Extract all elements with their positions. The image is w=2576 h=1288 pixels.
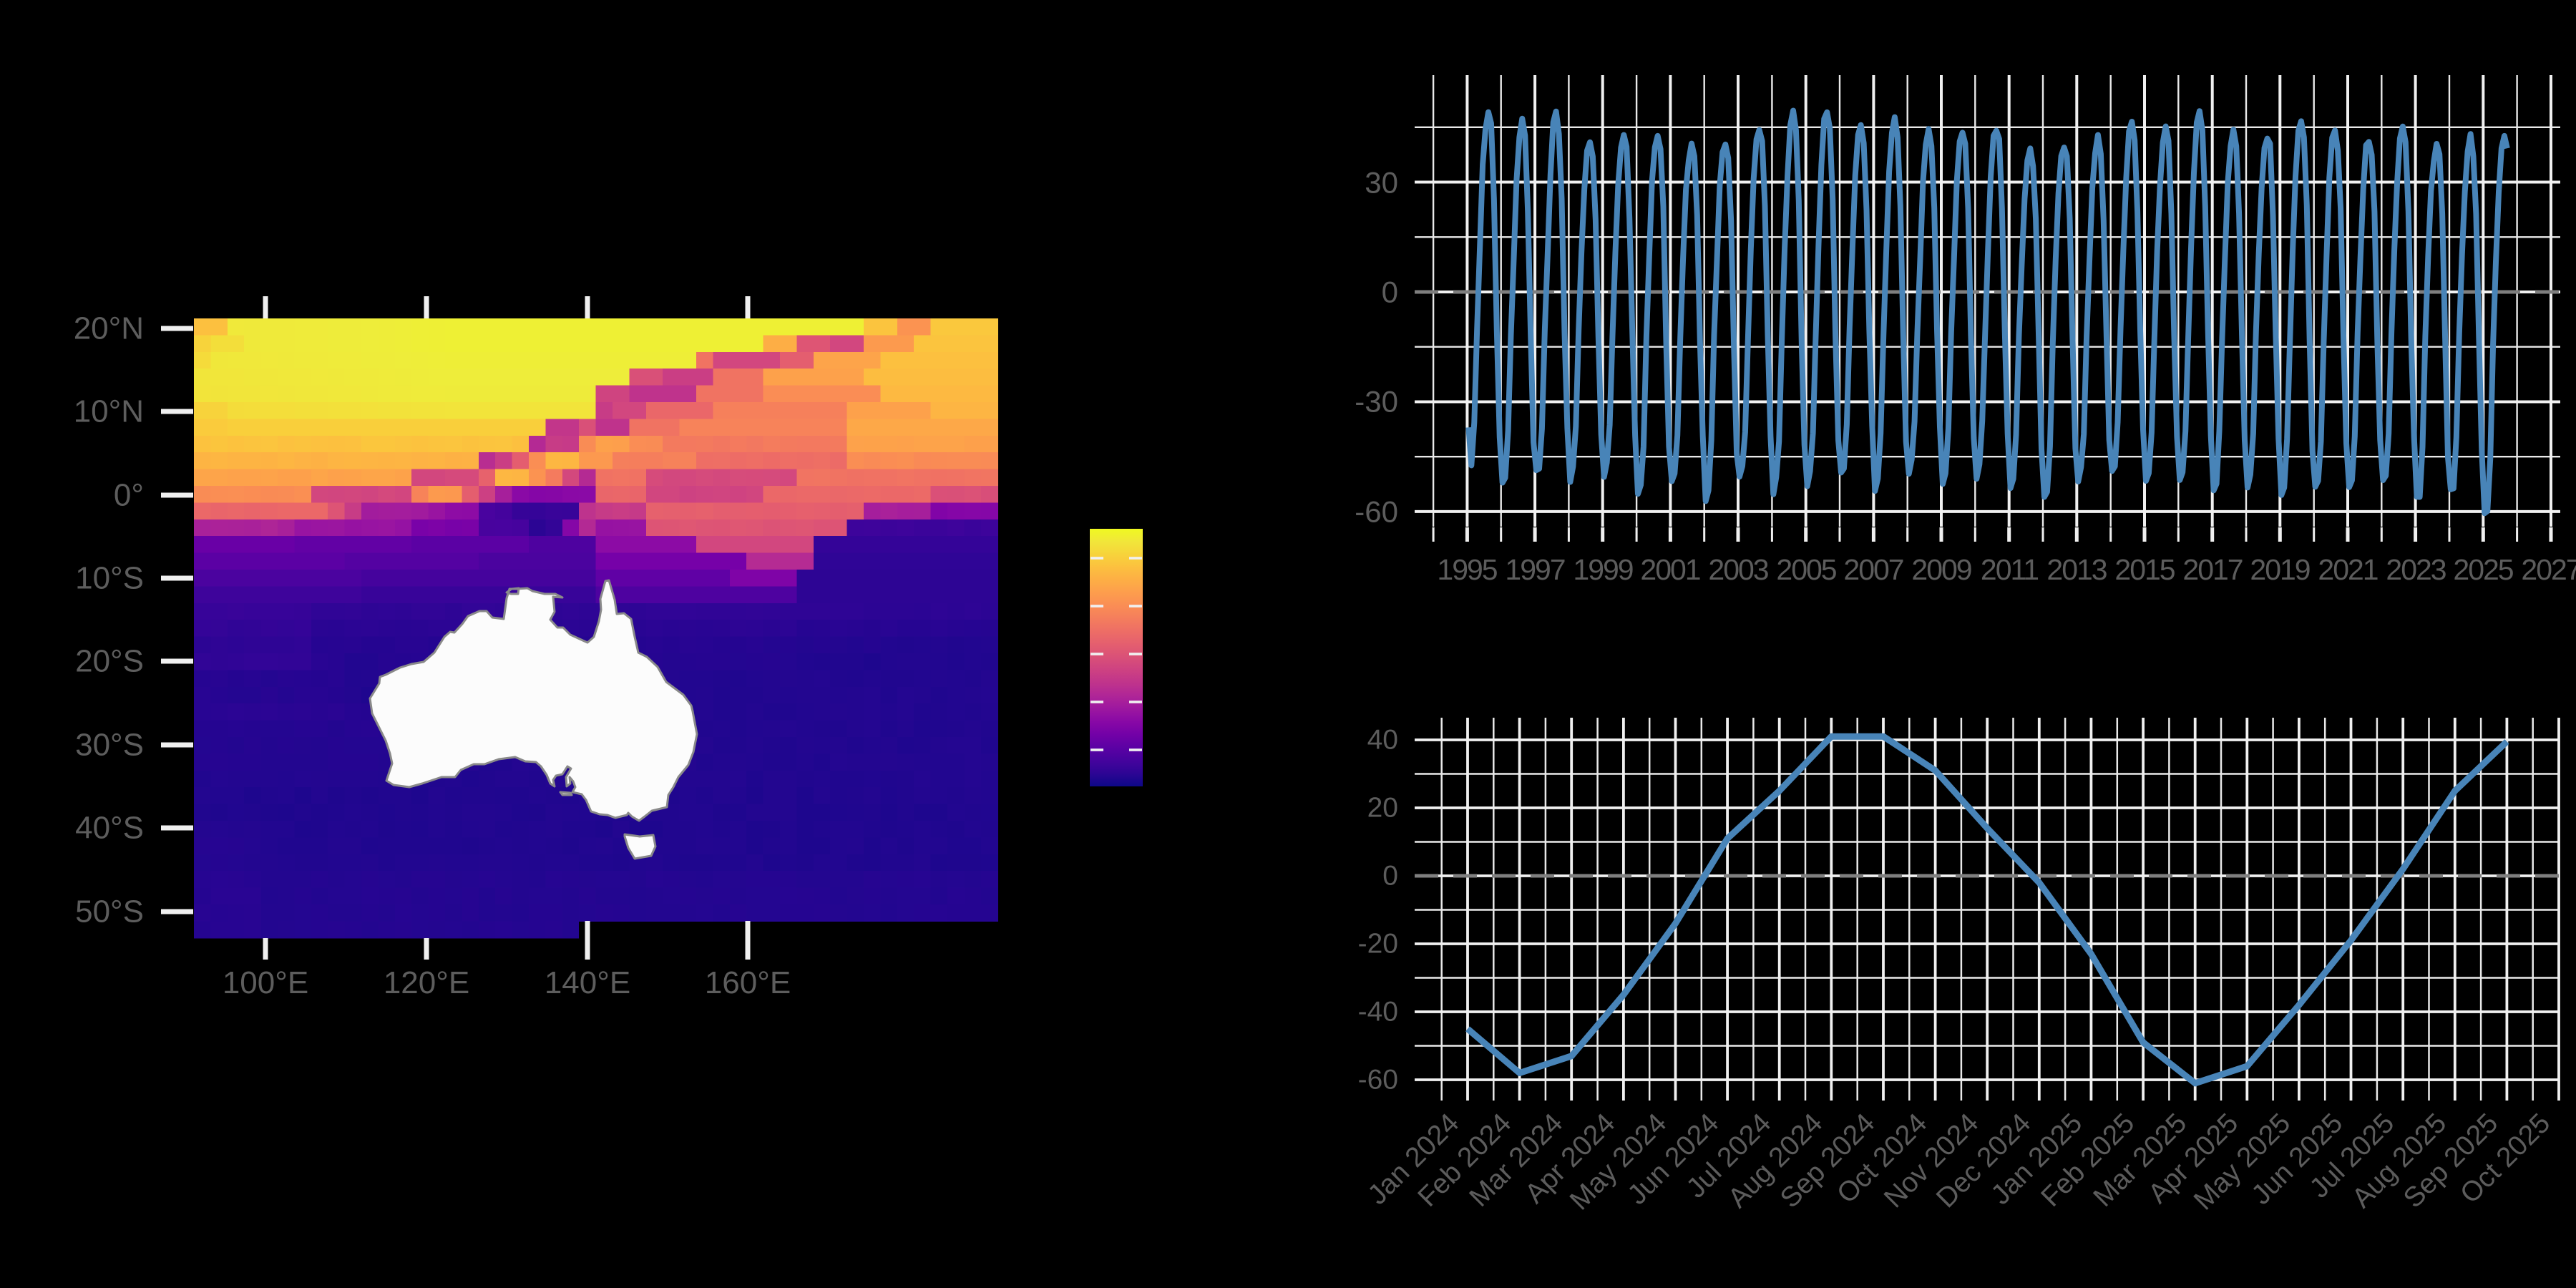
svg-text:2017: 2017: [2182, 553, 2242, 586]
svg-text:10°N: 10°N: [74, 394, 144, 429]
svg-text:-30: -30: [1355, 385, 1398, 419]
svg-text:-60: -60: [1358, 1065, 1398, 1096]
svg-text:-40: -40: [1358, 997, 1398, 1028]
svg-text:0°: 0°: [114, 478, 144, 513]
svg-text:2015: 2015: [2114, 553, 2175, 586]
svg-text:1995: 1995: [1437, 553, 1497, 586]
svg-text:40: 40: [1367, 725, 1398, 756]
svg-text:100°E: 100°E: [223, 965, 308, 1000]
svg-text:2019: 2019: [2250, 553, 2309, 586]
svg-text:120°E: 120°E: [384, 965, 469, 1000]
svg-text:-20: -20: [1358, 929, 1398, 960]
svg-text:30°S: 30°S: [75, 728, 144, 763]
svg-text:2025: 2025: [2453, 553, 2513, 586]
svg-text:2005: 2005: [1776, 553, 1836, 586]
svg-text:2001: 2001: [1640, 553, 1699, 586]
svg-text:2003: 2003: [1708, 553, 1767, 586]
svg-text:40°S: 40°S: [75, 811, 144, 846]
svg-text:20: 20: [1367, 793, 1398, 824]
svg-text:2021: 2021: [2318, 553, 2377, 586]
svg-text:2011: 2011: [1981, 553, 2038, 586]
svg-text:0: 0: [1382, 275, 1398, 309]
svg-text:20°N: 20°N: [74, 311, 144, 346]
svg-text:10°S: 10°S: [75, 561, 144, 596]
svg-text:20°S: 20°S: [75, 644, 144, 679]
svg-text:1999: 1999: [1573, 553, 1632, 586]
svg-text:2013: 2013: [2046, 553, 2106, 586]
svg-text:30: 30: [1365, 166, 1398, 200]
svg-text:1997: 1997: [1505, 553, 1564, 586]
svg-text:0: 0: [1382, 861, 1398, 892]
svg-text:2007: 2007: [1843, 553, 1903, 586]
svg-text:50°S: 50°S: [75, 894, 144, 930]
svg-text:-60: -60: [1355, 495, 1398, 529]
svg-text:160°E: 160°E: [705, 965, 791, 1000]
svg-text:140°E: 140°E: [545, 965, 630, 1000]
svg-text:2023: 2023: [2386, 553, 2445, 586]
svg-text:2027: 2027: [2521, 553, 2576, 586]
svg-text:2009: 2009: [1911, 553, 1971, 586]
